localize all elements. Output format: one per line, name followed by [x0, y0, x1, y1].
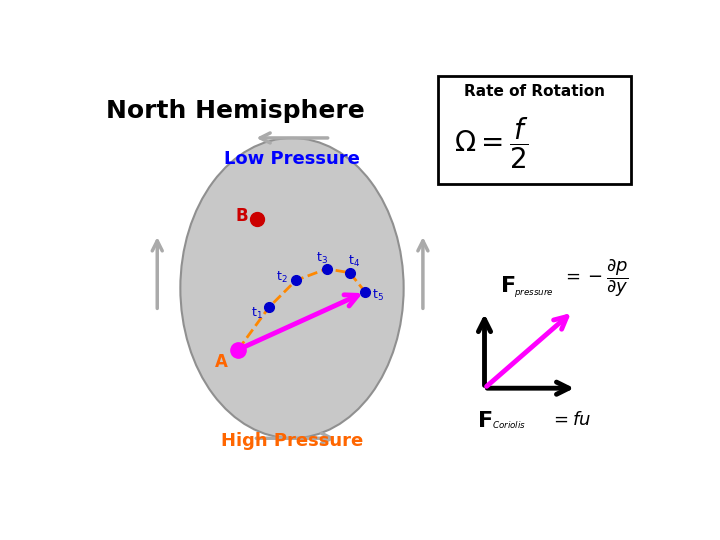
Text: t$_1$: t$_1$	[251, 306, 263, 321]
Text: North Hemisphere: North Hemisphere	[106, 99, 364, 124]
Text: t$_4$: t$_4$	[348, 254, 361, 269]
Text: t$_3$: t$_3$	[316, 251, 328, 266]
Text: $_{\it{Coriolis}}$: $_{\it{Coriolis}}$	[492, 417, 526, 430]
Text: Low Pressure: Low Pressure	[224, 150, 360, 167]
Text: $= fu$: $= fu$	[550, 411, 591, 429]
Ellipse shape	[180, 138, 404, 438]
Text: $_{\it{pressure}}$: $_{\it{pressure}}$	[514, 287, 554, 300]
Bar	[438, 76, 631, 184]
Text: $\mathbf{F}$: $\mathbf{F}$	[500, 276, 516, 296]
Text: Rate of Rotation: Rate of Rotation	[464, 84, 605, 99]
Text: t$_2$: t$_2$	[276, 270, 288, 285]
Text: A: A	[215, 353, 228, 371]
Text: $= -\dfrac{\partial p}{\partial y}$: $= -\dfrac{\partial p}{\partial y}$	[562, 257, 629, 299]
Text: High Pressure: High Pressure	[221, 432, 363, 450]
Text: B: B	[235, 207, 248, 226]
Text: $\mathbf{F}$: $\mathbf{F}$	[477, 411, 492, 431]
Text: t$_5$: t$_5$	[372, 287, 383, 302]
Text: $\Omega = \dfrac{f}{2}$: $\Omega = \dfrac{f}{2}$	[454, 115, 528, 171]
